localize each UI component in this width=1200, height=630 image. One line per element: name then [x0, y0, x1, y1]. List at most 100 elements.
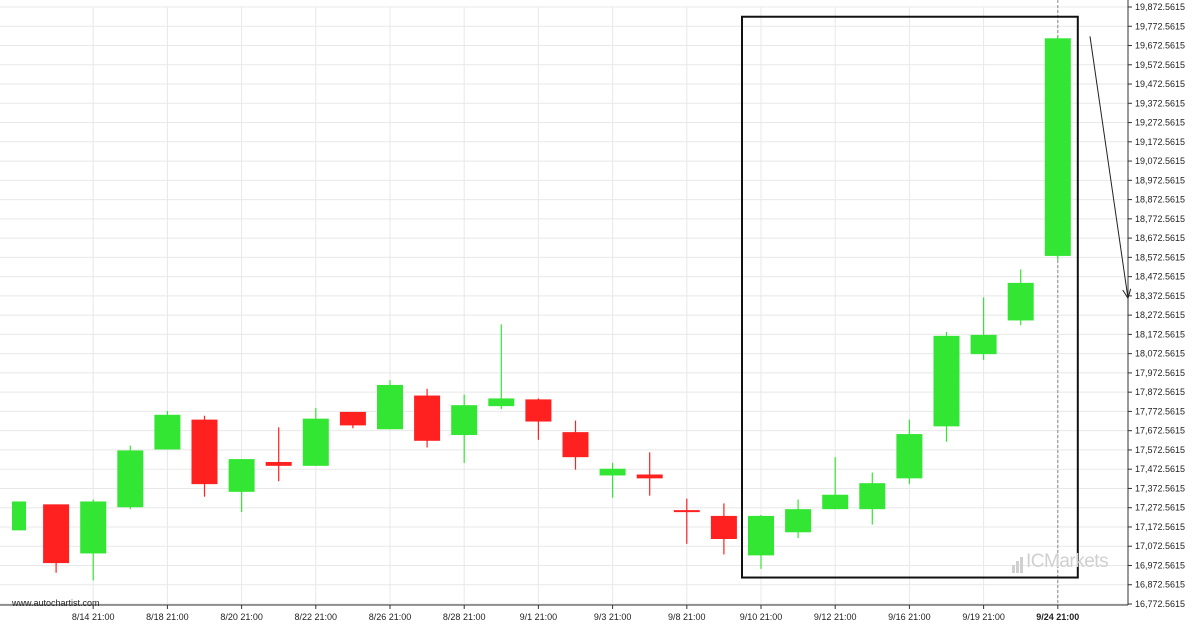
bearish-candle — [414, 388, 441, 448]
pattern-overlay — [741, 15, 1132, 579]
candle-body — [599, 468, 626, 476]
candle-body — [339, 411, 366, 426]
x-tick-label: 9/19 21:00 — [962, 612, 1005, 622]
x-axis: 8/14 21:00 8/18 21:00 8/20 21:00 8/22 21:00… — [0, 604, 1128, 622]
bullish-candle — [117, 445, 144, 510]
candle-body — [562, 432, 589, 458]
bearish-candle — [636, 452, 663, 496]
bullish-candle — [1007, 269, 1034, 326]
candle-body — [896, 434, 923, 479]
candle-body — [228, 459, 255, 492]
y-tick-label: 18,272.5615 — [1135, 310, 1185, 320]
bullish-candle — [970, 297, 997, 360]
candle-body — [265, 461, 292, 466]
y-tick-label: 19,472.5615 — [1135, 79, 1185, 89]
bearish-candle — [191, 415, 218, 497]
y-tick-label: 18,572.5615 — [1135, 252, 1185, 262]
candle-body — [970, 334, 997, 355]
candle-body — [710, 515, 737, 540]
y-tick-label: 16,872.5615 — [1135, 580, 1185, 590]
y-tick-label: 17,572.5615 — [1135, 445, 1185, 455]
bullish-candle — [1044, 36, 1071, 260]
y-tick-label: 19,172.5615 — [1135, 137, 1185, 147]
bullish-candle — [599, 462, 626, 498]
bearish-candle — [525, 398, 552, 440]
bullish-candle — [302, 408, 329, 466]
y-tick-label: 19,872.5615 — [1135, 2, 1185, 12]
candle-body — [377, 384, 403, 430]
forecast-arrow-line — [1089, 36, 1129, 299]
brand-logo-text: ICMarkets — [1026, 551, 1109, 572]
candle-body — [302, 418, 329, 466]
y-tick-label: 18,372.5615 — [1135, 291, 1185, 301]
candle-body — [822, 494, 849, 510]
gridlines — [0, 0, 1128, 605]
x-tick-label: 8/22 21:00 — [295, 612, 338, 622]
bearish-candle — [339, 411, 366, 429]
bullish-candle — [377, 380, 403, 430]
y-axis: 19,872.5615 19,772.5615 19,672.5615 19,572.… — [1127, 0, 1185, 609]
x-tick-label: 9/8 21:00 — [668, 612, 706, 622]
y-tick-label: 18,172.5615 — [1135, 329, 1185, 339]
candle-body — [636, 474, 663, 479]
y-tick-label: 16,772.5615 — [1135, 599, 1185, 609]
y-tick-label: 19,272.5615 — [1135, 118, 1185, 128]
brand-bars-icon — [1012, 551, 1024, 573]
x-tick-label: 8/14 21:00 — [72, 612, 115, 622]
y-tick-label: 18,972.5615 — [1135, 175, 1185, 185]
x-tick-label: 9/12 21:00 — [814, 612, 857, 622]
x-tick-label: 9/16 21:00 — [888, 612, 931, 622]
site-watermark: www.autochartist.com — [12, 598, 100, 608]
y-tick-label: 17,972.5615 — [1135, 368, 1185, 378]
bullish-candle — [451, 394, 478, 463]
y-tick-label: 17,172.5615 — [1135, 522, 1185, 532]
candle-body — [154, 414, 181, 450]
bearish-candle — [710, 503, 737, 555]
y-tick-label: 18,872.5615 — [1135, 195, 1185, 205]
bullish-candle — [228, 459, 255, 513]
candle-body — [785, 509, 812, 533]
brand-logo: ICMarkets — [1012, 551, 1109, 573]
bullish-candle — [896, 419, 923, 485]
candle-body — [859, 483, 886, 510]
x-tick-label: 8/18 21:00 — [146, 612, 189, 622]
y-tick-label: 19,672.5615 — [1135, 41, 1185, 51]
x-tick-label: 8/20 21:00 — [220, 612, 263, 622]
y-tick-label: 17,072.5615 — [1135, 541, 1185, 551]
candle-body — [43, 504, 70, 564]
y-tick-label: 18,772.5615 — [1135, 214, 1185, 224]
y-tick-label: 17,472.5615 — [1135, 464, 1185, 474]
bullish-candle — [488, 324, 515, 410]
bearish-candle — [265, 427, 292, 482]
bullish-candle — [80, 499, 107, 581]
bullish-candle — [822, 457, 849, 510]
candle-body — [1044, 38, 1071, 256]
candle-body — [525, 399, 552, 422]
x-tick-label: 9/1 21:00 — [520, 612, 558, 622]
bullish-candle — [859, 472, 886, 525]
candle-body — [933, 335, 960, 427]
y-tick-label: 18,672.5615 — [1135, 233, 1185, 243]
x-tick-label: 9/24 21:00 — [1036, 612, 1079, 622]
y-tick-label: 17,672.5615 — [1135, 426, 1185, 436]
y-tick-label: 19,372.5615 — [1135, 98, 1185, 108]
candle-body — [117, 450, 144, 508]
bullish-candle — [933, 331, 960, 442]
candle-body — [673, 510, 700, 513]
bullish-candle — [785, 499, 812, 539]
candle-body — [414, 395, 441, 441]
candle-body — [1007, 282, 1034, 321]
y-tick-label: 17,772.5615 — [1135, 406, 1185, 416]
y-tick-label: 19,572.5615 — [1135, 60, 1185, 70]
y-tick-label: 19,772.5615 — [1135, 21, 1185, 31]
y-tick-label: 16,972.5615 — [1135, 560, 1185, 570]
candle-body — [12, 501, 26, 531]
y-tick-label: 17,872.5615 — [1135, 387, 1185, 397]
x-tick-label: 8/28 21:00 — [443, 612, 486, 622]
candle-body — [191, 419, 218, 485]
candle-body — [488, 398, 515, 407]
bullish-candle — [154, 410, 181, 450]
bearish-candle — [673, 498, 700, 544]
forecast-arrow-head — [1122, 288, 1132, 300]
